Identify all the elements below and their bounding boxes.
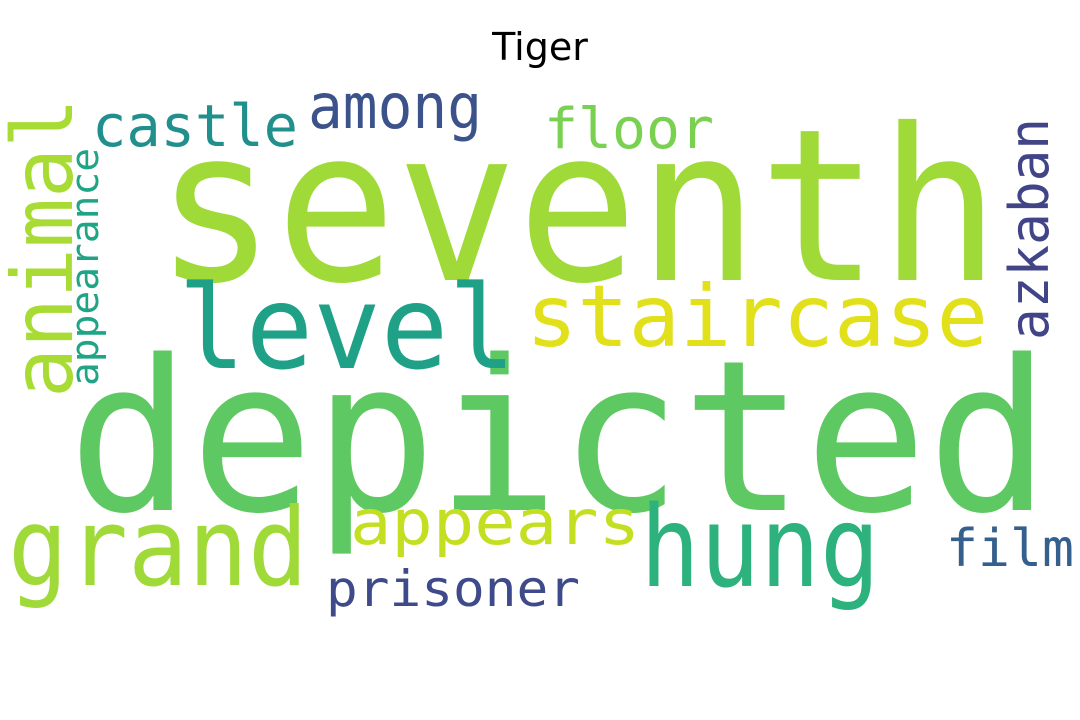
word-prisoner: prisoner — [326, 560, 580, 618]
word-azkaban: azkaban — [998, 118, 1061, 340]
word-film: film — [946, 519, 1074, 579]
word-grand: grand — [8, 486, 308, 611]
word-animal: animal — [0, 98, 92, 398]
word-floor: floor — [544, 97, 714, 162]
word-appearance: appearance — [63, 148, 107, 386]
word-depicted: depicted — [68, 315, 1050, 560]
word-seventh: seventh — [155, 83, 1000, 330]
word-hung: hung — [640, 483, 880, 613]
word-staircase: staircase — [526, 267, 988, 367]
page-title: Tiger — [492, 25, 588, 69]
word-among: among — [308, 70, 482, 143]
word-castle: castle — [92, 92, 298, 160]
word-appears: appears — [350, 486, 640, 559]
word-level: level — [178, 261, 516, 396]
